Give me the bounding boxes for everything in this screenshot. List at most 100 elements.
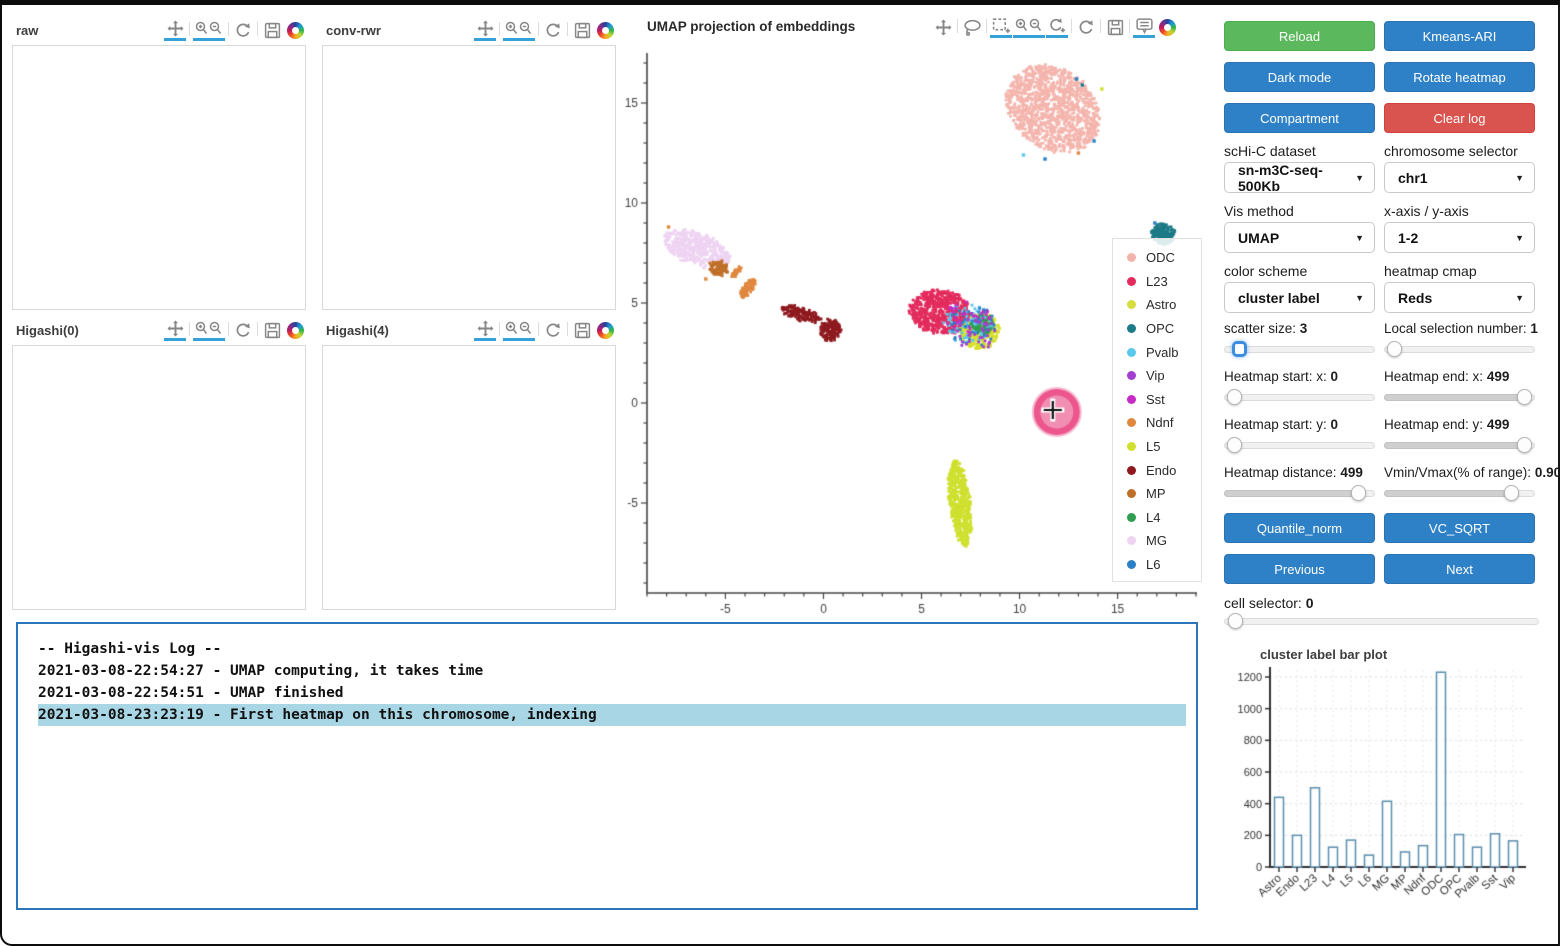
zoom-button[interactable] <box>503 19 535 41</box>
legend-swatch <box>1127 253 1136 263</box>
cell-selector-slider[interactable] <box>1224 613 1539 629</box>
plot-area-higashi4[interactable] <box>322 345 616 610</box>
plot-area-conv-rwr[interactable] <box>322 45 616 310</box>
slider-thumb[interactable] <box>1232 341 1248 357</box>
slider-thumb[interactable] <box>1503 485 1519 501</box>
reset-button[interactable] <box>542 19 564 41</box>
autoscale-button[interactable] <box>1046 16 1068 38</box>
reset-axes-icon <box>546 22 560 37</box>
heatmap-cmap-select[interactable]: Reds ▼ <box>1384 282 1535 313</box>
legend-label: L5 <box>1146 439 1161 455</box>
heatmap-end-y--slider[interactable] <box>1384 437 1535 453</box>
lasso-button[interactable] <box>961 16 983 38</box>
legend-label: Vip <box>1146 368 1165 384</box>
heatmap-distance--slider[interactable] <box>1224 485 1375 501</box>
zoom-button[interactable] <box>1013 16 1045 38</box>
legend-item-MG[interactable]: MG <box>1113 529 1201 553</box>
plotly-logo-button[interactable] <box>284 319 306 341</box>
select-value: cluster label <box>1238 289 1320 306</box>
legend-item-L6[interactable]: L6 <box>1113 553 1201 577</box>
compartment-button[interactable]: Compartment <box>1224 103 1375 133</box>
slider-thumb[interactable] <box>1350 485 1366 501</box>
plotly-logo-button[interactable] <box>1156 16 1178 38</box>
reset-button[interactable] <box>232 19 254 41</box>
heatmap-end-x--slider[interactable] <box>1384 389 1535 405</box>
reload-button[interactable]: Reload <box>1224 21 1375 51</box>
pan-button[interactable] <box>932 16 954 38</box>
pan-button[interactable] <box>474 319 496 341</box>
legend-swatch <box>1127 276 1136 286</box>
slider-thumb[interactable] <box>1517 437 1533 453</box>
legend-item-L23[interactable]: L23 <box>1113 270 1201 294</box>
panel-title-raw: raw <box>16 22 39 38</box>
plotly-logo-icon <box>286 321 304 339</box>
schi-c-dataset-select[interactable]: sn-m3C-seq-500Kb ▼ <box>1224 162 1375 194</box>
dark-mode-button[interactable]: Dark mode <box>1224 62 1375 92</box>
slider-thumb[interactable] <box>1226 389 1242 405</box>
plot-area-higashi0[interactable] <box>12 345 306 610</box>
legend-item-Ndnf[interactable]: Ndnf <box>1113 411 1201 435</box>
quantile-norm-button[interactable]: Quantile_norm <box>1224 513 1375 543</box>
chromosome-selector-select[interactable]: chr1 ▼ <box>1384 162 1535 193</box>
save-button[interactable] <box>261 319 283 341</box>
save-button[interactable] <box>261 19 283 41</box>
legend-item-Astro[interactable]: Astro <box>1113 293 1201 317</box>
plotly-logo-button[interactable] <box>594 19 616 41</box>
cluster-bar-plot[interactable] <box>1224 661 1554 944</box>
box-select-button[interactable] <box>990 16 1012 38</box>
plotly-logo-button[interactable] <box>284 19 306 41</box>
panel-head-higashi0: Higashi(0) <box>16 317 306 343</box>
local-selection-number--slider[interactable] <box>1384 341 1535 357</box>
next-button[interactable]: Next <box>1384 554 1535 584</box>
plotly-logo-button[interactable] <box>594 319 616 341</box>
hover-tooltip-icon <box>1135 18 1153 34</box>
slider-thumb[interactable] <box>1226 437 1242 453</box>
zoom-button[interactable] <box>193 319 225 341</box>
plot-area-raw[interactable] <box>12 45 306 310</box>
reset-button[interactable] <box>1075 16 1097 38</box>
toolbar-divider <box>189 22 190 36</box>
slider-track <box>1224 442 1375 449</box>
select-value: UMAP <box>1238 229 1280 246</box>
legend-item-OPC[interactable]: OPC <box>1113 317 1201 341</box>
previous-button[interactable]: Previous <box>1224 554 1375 584</box>
scatter-size--slider[interactable] <box>1224 341 1375 357</box>
vis-method-select[interactable]: UMAP ▼ <box>1224 222 1375 253</box>
pan-button[interactable] <box>474 19 496 41</box>
vmin-vmax-of-range--slider[interactable] <box>1384 485 1535 501</box>
x-axis-y-axis-select[interactable]: 1-2 ▼ <box>1384 222 1535 253</box>
legend-item-ODC[interactable]: ODC <box>1113 246 1201 270</box>
hover-button[interactable] <box>1133 16 1155 38</box>
color-scheme-select[interactable]: cluster label ▼ <box>1224 282 1375 313</box>
legend-item-L4[interactable]: L4 <box>1113 506 1201 530</box>
legend-item-Pvalb[interactable]: Pvalb <box>1113 340 1201 364</box>
zoom-button[interactable] <box>193 19 225 41</box>
reset-button[interactable] <box>542 319 564 341</box>
rotate-heatmap-button[interactable]: Rotate heatmap <box>1384 62 1535 92</box>
pan-button[interactable] <box>164 319 186 341</box>
slider-thumb[interactable] <box>1227 613 1243 629</box>
zoom-in-out-icon <box>195 21 222 34</box>
legend-label: Pvalb <box>1146 344 1179 360</box>
save-button[interactable] <box>571 319 593 341</box>
vc-sqrt-button[interactable]: VC_SQRT <box>1384 513 1535 543</box>
pan-button[interactable] <box>164 19 186 41</box>
heatmap-start-y--slider[interactable] <box>1224 437 1375 453</box>
zoom-button[interactable] <box>503 319 535 341</box>
reset-button[interactable] <box>232 319 254 341</box>
save-button[interactable] <box>571 19 593 41</box>
log-panel[interactable]: -- Higashi-vis Log -- 2021-03-08-22:54:27… <box>16 622 1198 910</box>
legend-item-L5[interactable]: L5 <box>1113 435 1201 459</box>
legend-item-MP[interactable]: MP <box>1113 482 1201 506</box>
kmeans-ari-button[interactable]: Kmeans-ARI <box>1384 21 1535 51</box>
legend-item-Vip[interactable]: Vip <box>1113 364 1201 388</box>
legend-item-Sst[interactable]: Sst <box>1113 388 1201 412</box>
clear-log-button[interactable]: Clear log <box>1384 103 1535 133</box>
slider-thumb[interactable] <box>1386 341 1402 357</box>
select-label-0: scHi-C dataset <box>1224 143 1316 159</box>
slider-thumb[interactable] <box>1517 389 1533 405</box>
save-button[interactable] <box>1104 16 1126 38</box>
legend-item-Endo[interactable]: Endo <box>1113 458 1201 482</box>
heatmap-start-x--slider[interactable] <box>1224 389 1375 405</box>
legend-swatch <box>1127 300 1136 310</box>
